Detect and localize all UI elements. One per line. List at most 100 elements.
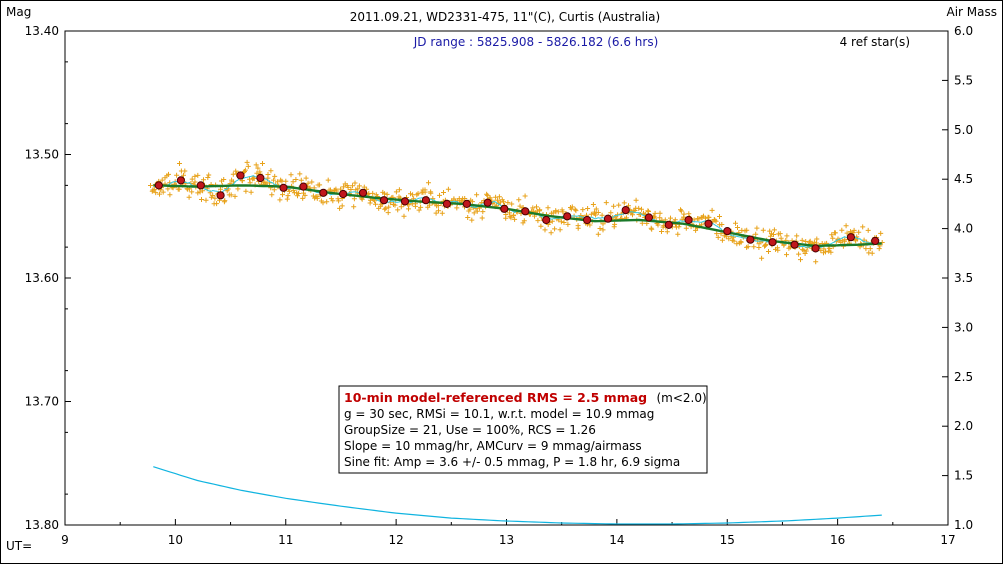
airmass-curve-layer — [153, 466, 882, 525]
raw-point — [247, 180, 253, 186]
raw-point — [573, 208, 579, 214]
raw-point — [599, 212, 605, 218]
raw-point — [495, 197, 501, 203]
model-line-layer — [153, 184, 882, 248]
raw-point — [603, 200, 609, 206]
raw-point — [410, 192, 416, 198]
ref-stars-label: 4 ref star(s) — [840, 35, 910, 49]
raw-point — [843, 223, 849, 229]
raw-point — [305, 180, 311, 186]
raw-point — [271, 177, 277, 183]
stats-line: g = 30 sec, RMSi = 10.1, w.r.t. model = … — [344, 407, 654, 421]
raw-point — [585, 206, 591, 211]
binned-point — [176, 176, 185, 185]
raw-point — [675, 231, 681, 237]
binned-point — [339, 189, 348, 199]
raw-point — [856, 229, 862, 235]
raw-point — [297, 171, 303, 177]
binned-point — [583, 215, 592, 225]
raw-point — [733, 220, 738, 226]
raw-point — [668, 215, 673, 221]
raw-point — [534, 204, 539, 210]
raw-point — [878, 230, 884, 236]
y-right-tick-label: 2.5 — [954, 370, 973, 384]
raw-point — [395, 207, 401, 213]
raw-point — [382, 191, 387, 197]
raw-point — [537, 207, 543, 213]
raw-point — [763, 241, 769, 247]
raw-point — [480, 209, 486, 215]
raw-point — [406, 206, 411, 212]
x-tick-label: 13 — [499, 533, 514, 547]
raw-point — [649, 226, 655, 232]
raw-point — [827, 246, 833, 251]
binned-point — [236, 171, 245, 180]
y-right-tick-label: 3.5 — [954, 271, 973, 285]
binned-point — [684, 215, 693, 225]
raw-point — [195, 190, 201, 196]
raw-point — [243, 188, 249, 194]
y-right-tick-label: 4.0 — [954, 222, 973, 236]
svg-text:10-min model-referenced RMS =: 10-min model-referenced RMS = 2.5 mmag (… — [344, 390, 707, 405]
raw-point — [503, 212, 509, 217]
raw-point — [336, 198, 342, 204]
raw-point — [560, 209, 566, 215]
stats-line: Slope = 10 mmag/hr, AMCurv = 9 mmag/airm… — [344, 439, 642, 453]
raw-point — [501, 199, 506, 205]
chart-title: 2011.09.21, WD2331-475, 11"(C), Curtis (… — [350, 10, 660, 24]
raw-point — [645, 208, 651, 214]
y-left-axis-label: Mag — [6, 5, 31, 19]
raw-point — [348, 187, 354, 192]
raw-point — [351, 196, 357, 202]
raw-point — [799, 237, 805, 243]
stats-box: 10-min model-referenced RMS = 2.5 mmag (… — [338, 385, 708, 474]
raw-point — [860, 224, 866, 230]
raw-point — [550, 210, 556, 216]
stats-line: Sine fit: Amp = 3.6 +/- 0.5 mmag, P = 1.… — [344, 455, 680, 469]
raw-point — [639, 206, 644, 212]
raw-point — [253, 162, 259, 168]
raw-point — [433, 210, 439, 216]
binned-point — [790, 240, 799, 249]
raw-point — [386, 204, 392, 210]
raw-point — [471, 210, 477, 216]
raw-point — [530, 205, 536, 211]
raw-point — [621, 200, 627, 206]
raw-point — [235, 186, 241, 192]
raw-point — [512, 216, 518, 222]
binned-point — [811, 244, 820, 253]
raw-point — [244, 159, 250, 165]
raw-point — [242, 167, 248, 173]
raw-point — [295, 193, 300, 199]
raw-point — [428, 190, 434, 196]
raw-point — [355, 186, 361, 192]
raw-point — [272, 173, 278, 179]
raw-point — [426, 180, 431, 186]
raw-point — [484, 191, 490, 197]
raw-point — [659, 229, 664, 234]
raw-point — [385, 210, 391, 216]
raw-point — [189, 176, 195, 182]
raw-point — [269, 192, 275, 198]
raw-point — [280, 192, 285, 198]
binned-point — [196, 181, 205, 190]
x-tick-label: 12 — [388, 533, 403, 547]
raw-point — [398, 204, 404, 210]
model-line — [153, 184, 882, 248]
raw-point — [751, 244, 757, 250]
stats-title-note: (m<2.0) — [656, 391, 706, 405]
raw-point — [435, 203, 441, 208]
raw-point — [228, 192, 234, 198]
raw-point — [370, 190, 376, 196]
raw-point — [806, 239, 812, 245]
x-axis-label: UT= — [6, 539, 32, 553]
raw-point — [588, 211, 594, 217]
raw-point — [260, 161, 265, 166]
raw-point — [288, 172, 294, 178]
raw-point — [652, 210, 658, 216]
raw-point — [593, 212, 599, 218]
raw-point — [254, 170, 260, 176]
raw-point — [814, 236, 820, 242]
